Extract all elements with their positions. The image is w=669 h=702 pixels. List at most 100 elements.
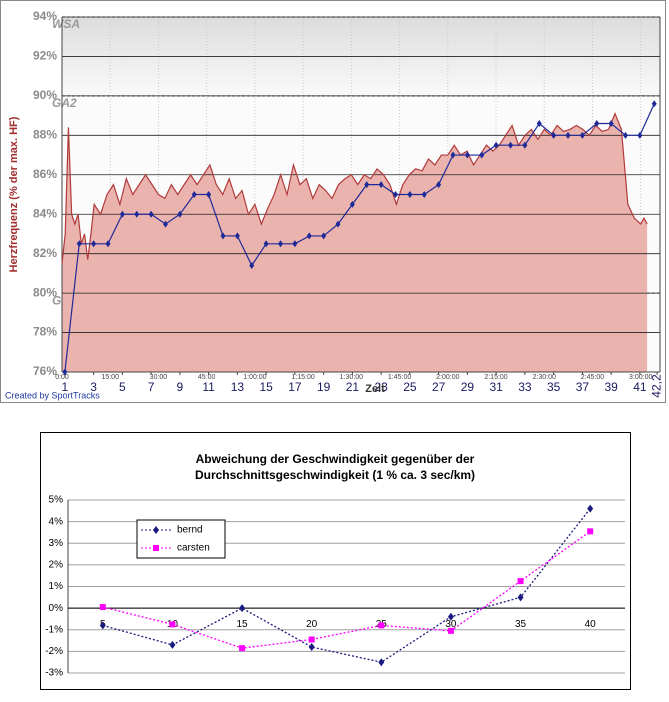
- marker: [393, 191, 398, 198]
- marker: [587, 504, 594, 513]
- x-tick-label: 19: [317, 380, 331, 394]
- marker: [551, 131, 557, 139]
- y-axis-title: Herzfrequenz (% der max. HF): [8, 116, 20, 272]
- marker: [508, 141, 513, 149]
- marker: [306, 232, 312, 240]
- marker: [608, 120, 614, 127]
- area-fill: [62, 113, 648, 372]
- x-tick-label: 37: [576, 380, 590, 394]
- legend-label: bernd: [177, 525, 203, 536]
- x-tick-label: 35: [515, 619, 527, 630]
- marker: [76, 240, 82, 248]
- x-tick-label: 29: [461, 380, 475, 394]
- x-tick-label: 42,2: [649, 374, 663, 398]
- y-tick-label: 82%: [33, 246, 57, 260]
- marker: [349, 200, 355, 208]
- y-tick-label: 1%: [49, 581, 64, 592]
- marker: [479, 151, 485, 159]
- marker: [169, 640, 176, 649]
- legend-box: [136, 519, 226, 559]
- marker: [378, 658, 385, 667]
- marker: [191, 191, 197, 198]
- x-tick-label: 25: [403, 380, 417, 394]
- x-tick-label: 3: [90, 380, 97, 394]
- zone-label: GA2: [52, 96, 77, 110]
- x-tick-label: 21: [346, 380, 360, 394]
- x2-tick-label: 1:15:00: [291, 374, 314, 381]
- marker: [378, 181, 384, 189]
- y-tick-label: 0%: [49, 603, 64, 614]
- marker: [278, 240, 283, 248]
- marker: [220, 232, 226, 240]
- y-tick-label: -1%: [45, 624, 63, 635]
- x-tick-label: 39: [604, 380, 618, 394]
- marker: [407, 191, 413, 198]
- x2-tick-label: 1:45:00: [388, 374, 411, 381]
- marker: [239, 604, 246, 613]
- series-line: [102, 508, 591, 663]
- series-line: [102, 530, 591, 649]
- speed-deviation-chart: -3%-2%-1%0%1%2%3%4%5%510152025303540Abwe…: [45, 452, 625, 679]
- marker: [134, 210, 140, 218]
- x-axis-title: Zeit: [365, 383, 385, 395]
- x-tick-label: 20: [306, 619, 318, 630]
- marker: [169, 621, 176, 628]
- marker: [493, 141, 499, 149]
- heart-rate-chart: WSAGA2GA1/20:0015:0030:0045:001:00:001:1…: [5, 9, 663, 400]
- y-tick-label: 78%: [33, 325, 57, 339]
- marker: [594, 120, 600, 127]
- marker: [447, 627, 454, 634]
- y-tick-label: 4%: [49, 516, 64, 527]
- x-tick-label: 30: [445, 619, 457, 630]
- marker: [565, 131, 571, 139]
- marker: [579, 131, 585, 139]
- legend-marker: [153, 526, 159, 534]
- marker: [308, 636, 315, 643]
- marker: [234, 232, 240, 240]
- legend-label: carsten: [177, 543, 210, 554]
- y-tick-label: 88%: [33, 128, 57, 142]
- x2-tick-label: 1:00:00: [243, 374, 266, 381]
- x-tick-label: 35: [547, 380, 561, 394]
- marker: [651, 100, 657, 108]
- marker: [99, 604, 106, 611]
- x2-tick-label: 0:00: [55, 374, 69, 381]
- x-tick-label: 11: [202, 380, 215, 394]
- x2-tick-label: 30:00: [150, 374, 168, 381]
- marker: [163, 220, 168, 228]
- marker: [587, 528, 594, 535]
- x2-tick-label: 1:30:00: [340, 374, 363, 381]
- x-tick-label: 27: [432, 380, 446, 394]
- x2-tick-label: 45:00: [198, 374, 216, 381]
- marker: [378, 622, 385, 629]
- marker: [239, 645, 246, 652]
- marker: [637, 131, 643, 139]
- marker: [62, 368, 68, 376]
- y-tick-label: 94%: [33, 9, 57, 23]
- x-tick-label: 13: [231, 380, 245, 394]
- marker: [308, 643, 315, 652]
- y-tick-label: 3%: [49, 538, 64, 549]
- marker: [517, 593, 524, 602]
- zone-label: WSA: [52, 17, 80, 31]
- marker: [536, 120, 542, 127]
- x-tick-label: 1: [62, 380, 69, 394]
- marker: [99, 621, 106, 630]
- marker: [206, 191, 212, 198]
- x-tick-label: 15: [237, 619, 249, 630]
- x-tick-label: 31: [489, 380, 503, 394]
- x2-tick-label: 2:45:00: [581, 374, 604, 381]
- x-tick-label: 17: [288, 380, 302, 394]
- x-tick-label: 33: [518, 380, 532, 394]
- x-tick-label: 23: [374, 380, 388, 394]
- marker: [148, 210, 154, 218]
- y-tick-label: 90%: [33, 88, 57, 102]
- legend-marker: [153, 545, 159, 551]
- marker: [436, 181, 442, 189]
- credit: Created by SportTracks: [5, 390, 100, 400]
- marker: [263, 240, 269, 248]
- marker: [335, 220, 341, 228]
- marker: [321, 232, 327, 240]
- series-line: [61, 112, 648, 264]
